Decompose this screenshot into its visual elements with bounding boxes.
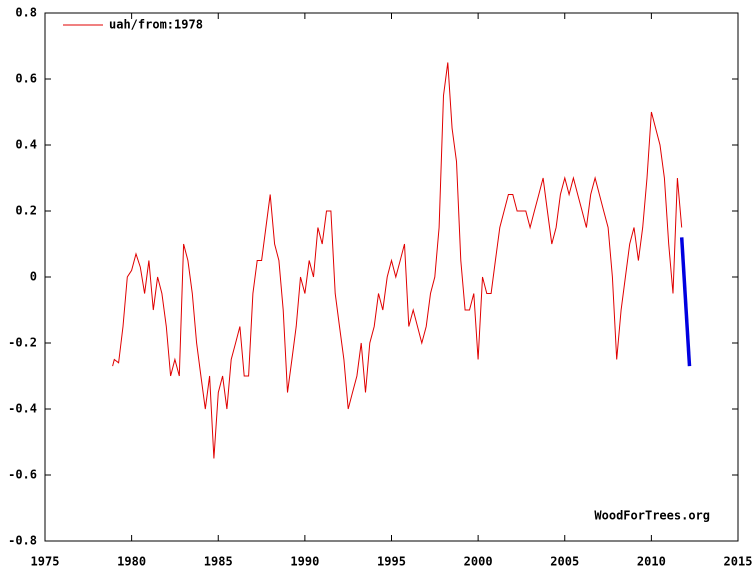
- data-line: [679, 237, 692, 367]
- plot-frame: [44, 12, 739, 542]
- annotation: WoodForTrees.org: [594, 509, 710, 523]
- x-tick-label: 1985: [204, 555, 233, 569]
- x-tick-label: 1990: [290, 555, 319, 569]
- x-tick-label: 1980: [117, 555, 146, 569]
- legend-label: uah/from:1978: [109, 18, 203, 32]
- x-tick-label: 2015: [724, 555, 753, 569]
- x-tick-label: 2010: [637, 555, 666, 569]
- y-tick-label: -0.2: [8, 336, 37, 350]
- x-tick-label: 2000: [464, 555, 493, 569]
- y-tick-label: 0.6: [15, 72, 37, 86]
- x-tick-label: 1975: [31, 555, 60, 569]
- y-tick-label: -0.4: [8, 402, 37, 416]
- data-line: [112, 62, 683, 459]
- y-tick-label: 0.2: [15, 204, 37, 218]
- y-tick-label: 0.4: [15, 138, 37, 152]
- y-tick-label: -0.8: [8, 534, 37, 548]
- y-tick-label: 0.8: [15, 6, 37, 20]
- y-tick-label: 0: [30, 270, 37, 284]
- x-tick-label: 1995: [377, 555, 406, 569]
- x-tick-label: 2005: [550, 555, 579, 569]
- y-tick-label: -0.6: [8, 468, 37, 482]
